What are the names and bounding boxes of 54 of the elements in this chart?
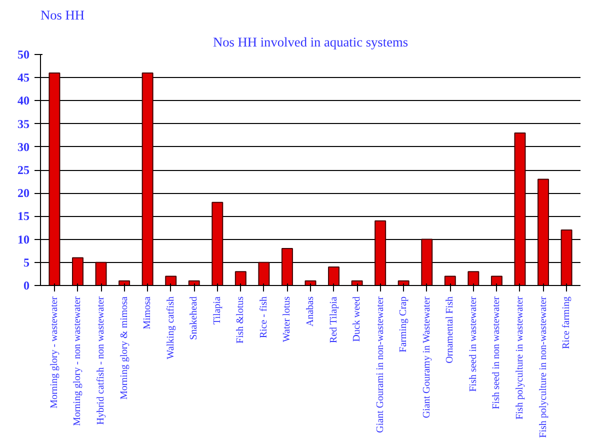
y-tick-label: 35 [18, 116, 30, 131]
x-tick-label: Water lotus [282, 296, 293, 342]
bar [95, 262, 107, 286]
bar [72, 257, 84, 286]
x-tick-label: Fish &lotus [235, 296, 246, 344]
x-tick-label: Fish seed in non wastewater [491, 296, 502, 410]
x-tick-label: Rice - fish [258, 296, 270, 338]
bar [212, 202, 224, 286]
x-tick-label: Morning glory - non wastewater [72, 296, 84, 426]
x-tick-label: Walking catfish [165, 296, 176, 360]
bar [165, 276, 177, 286]
bar [48, 72, 60, 286]
bar [514, 132, 526, 286]
x-tick-label: Morning glory - wastewater [48, 296, 60, 408]
bar [142, 72, 154, 286]
bar [444, 276, 456, 286]
x-tick-label: Fish seed in wastewater [468, 296, 479, 392]
y-tick-label: 20 [18, 186, 30, 200]
x-tick-label: Rice farming [561, 296, 572, 349]
x-tick-label: Giant Gouramy in Wastewater [421, 296, 432, 418]
x-tick-label: Hybrid catfish - non wastewater [96, 296, 107, 425]
bar [538, 178, 549, 286]
bar [328, 266, 340, 286]
bar [234, 271, 246, 286]
bar [421, 238, 433, 286]
y-tick-label: 15 [18, 209, 30, 224]
y-tick-label: 5 [24, 255, 30, 270]
bar [560, 230, 572, 286]
bar [490, 276, 502, 286]
x-tick-label: Fish polyculture in non-wastewater [538, 296, 549, 438]
y-tick-label: 50 [18, 48, 30, 62]
x-tick-label: Giant Gourami in non-wastewater [374, 296, 386, 433]
x-tick-label: Anabas [305, 296, 316, 326]
x-tick-label: Snakehead [188, 296, 200, 340]
x-tick-label: Fish polyculture in wastewater [514, 296, 526, 420]
x-tick-label: Mimosa [142, 296, 154, 330]
y-tick-label: 45 [18, 70, 30, 85]
chart-title: Nos HH involved in aquatic systems [212, 34, 408, 50]
y-tick-label: 30 [18, 140, 30, 154]
y-tick-label: 40 [18, 94, 30, 108]
x-tick-label: Ornamental Fish [444, 296, 456, 364]
y-tick-label: 10 [18, 232, 30, 246]
bar [281, 248, 293, 286]
y-tick-label: 25 [18, 163, 30, 177]
y-tick-label: 0 [24, 278, 30, 292]
x-tick-label: Morning glory & mimosa [118, 296, 130, 400]
x-tick-label: Tilapia [212, 296, 223, 324]
bar [258, 262, 270, 286]
x-tick-label: Duck weed [352, 296, 363, 342]
bar [468, 271, 480, 286]
bar [374, 220, 386, 286]
y-axis-title: Nos HH [40, 8, 85, 22]
x-tick-label: Farming Crap [398, 296, 410, 352]
x-tick-label: Red Tilapia [328, 296, 340, 344]
